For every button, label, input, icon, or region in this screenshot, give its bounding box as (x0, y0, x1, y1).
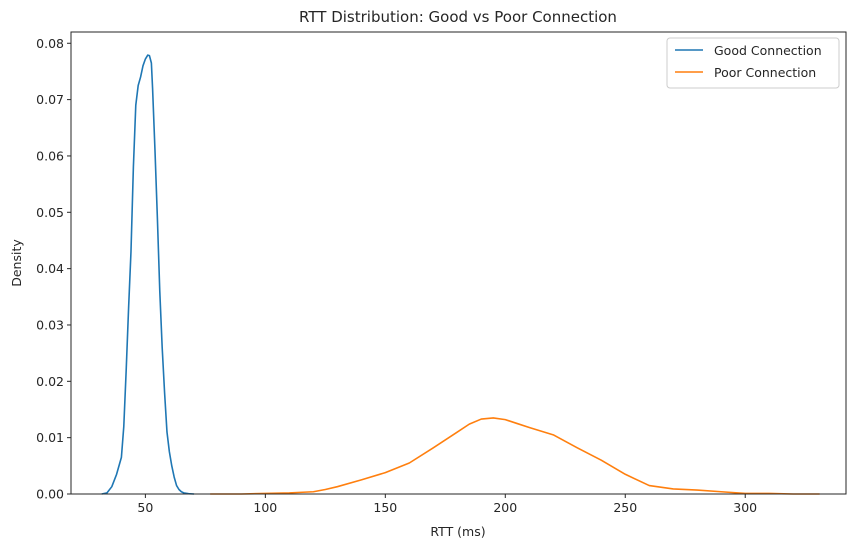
x-tick-label: 150 (373, 500, 397, 515)
x-tick-label: 50 (137, 500, 153, 515)
y-tick-label: 0.05 (36, 205, 64, 220)
x-tick-label: 250 (613, 500, 637, 515)
y-tick-label: 0.03 (36, 317, 64, 332)
legend: Good Connection Poor Connection (666, 37, 840, 89)
x-tick-label: 200 (493, 500, 517, 515)
y-tick-label: 0.07 (36, 92, 64, 107)
chart-title: RTT Distribution: Good vs Poor Connectio… (299, 8, 617, 26)
x-axis-label: RTT (ms) (430, 524, 485, 539)
y-tick-label: 0.04 (36, 261, 64, 276)
y-axis-label: Density (9, 239, 24, 287)
plot-area (70, 31, 847, 495)
legend-label-poor-connection: Poor Connection (714, 65, 816, 80)
y-tick-label: 0.02 (36, 374, 64, 389)
legend-label-good-connection: Good Connection (714, 43, 822, 58)
series-line-poor-connection (210, 417, 820, 495)
x-tick-label: 300 (733, 500, 757, 515)
y-tick-label: 0.06 (36, 148, 64, 163)
series-layer (101, 54, 820, 495)
legend-box (666, 37, 840, 89)
series-line-good-connection (101, 54, 195, 495)
y-tick-label: 0.08 (36, 36, 64, 51)
x-tick-label: 100 (253, 500, 277, 515)
x-axis-ticks: 50 100 150 200 250 300 (137, 494, 757, 515)
y-axis-ticks: 0.00 0.01 0.02 0.03 0.04 0.05 0.06 0.07 0.08 (36, 36, 71, 502)
y-tick-label: 0.01 (36, 430, 64, 445)
plot-frame (70, 31, 847, 495)
y-tick-label: 0.00 (36, 487, 64, 502)
